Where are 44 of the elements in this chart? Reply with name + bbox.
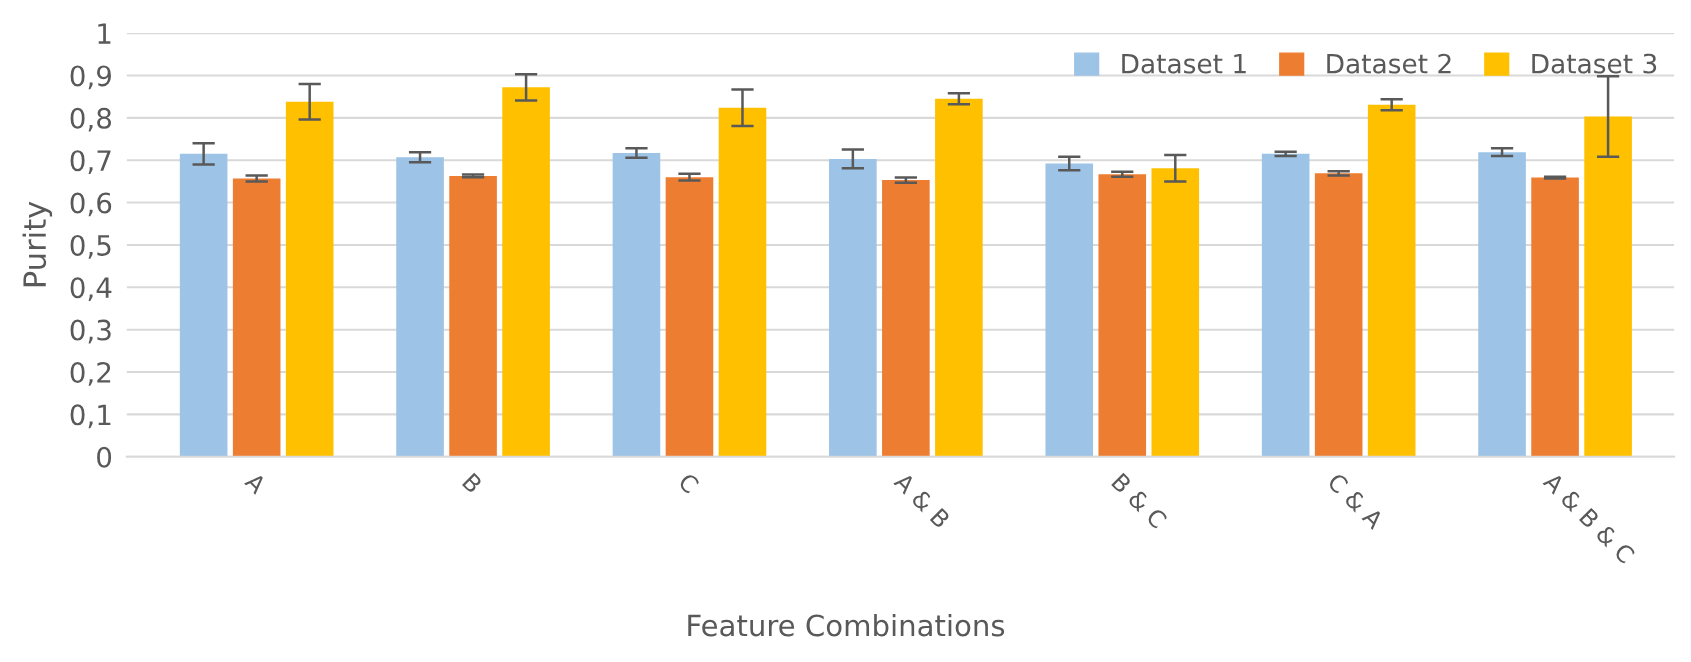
y-tick-label: 0,4	[70, 277, 112, 302]
bar	[179, 153, 228, 457]
y-tick-label: 0,3	[70, 319, 111, 344]
bar	[935, 98, 983, 457]
bar	[285, 101, 334, 457]
bar	[1098, 174, 1147, 457]
bar	[718, 107, 767, 457]
y-tick-label: 0,7	[70, 150, 111, 174]
bar	[829, 158, 877, 457]
x-tick-label: B	[462, 472, 483, 494]
legend-label: Dataset 1	[1122, 53, 1246, 74]
y-axis-title: Purity	[22, 201, 53, 287]
bar	[1584, 116, 1632, 457]
bar	[396, 157, 444, 457]
bar	[1045, 163, 1094, 457]
y-tick-label: 0	[97, 446, 112, 468]
x-tick-label: B & C	[1110, 472, 1168, 530]
y-tick-label: 0,1	[70, 404, 111, 429]
y-tick-label: 0,2	[70, 361, 111, 386]
y-tick-label: 0,9	[70, 65, 111, 90]
x-tick-label: C	[677, 471, 700, 495]
x-tick-label: C & A	[1326, 471, 1385, 531]
x-axis-title: Feature Combinations	[688, 613, 1005, 637]
bar	[1478, 152, 1526, 457]
bar	[612, 153, 661, 457]
y-tick-label: 0,6	[70, 192, 112, 217]
legend-label: Dataset 3	[1532, 53, 1657, 74]
x-tick-label: A	[244, 471, 268, 495]
y-tick-label: 1	[98, 23, 111, 44]
bar	[1531, 177, 1579, 457]
bar	[1314, 173, 1363, 457]
bar	[449, 175, 497, 457]
legend-label: Dataset 2	[1327, 53, 1451, 74]
bar	[1367, 104, 1416, 457]
bar	[1151, 168, 1200, 457]
x-tick-label: A & B	[893, 471, 951, 529]
y-tick-label: 0,5	[70, 234, 111, 259]
bar	[665, 177, 714, 457]
bar	[1261, 153, 1310, 457]
bar	[502, 87, 550, 457]
bar	[232, 178, 281, 457]
x-tick-label: A & B & C	[1542, 471, 1636, 565]
bar	[882, 180, 930, 457]
y-tick-label: 0,8	[70, 107, 112, 132]
